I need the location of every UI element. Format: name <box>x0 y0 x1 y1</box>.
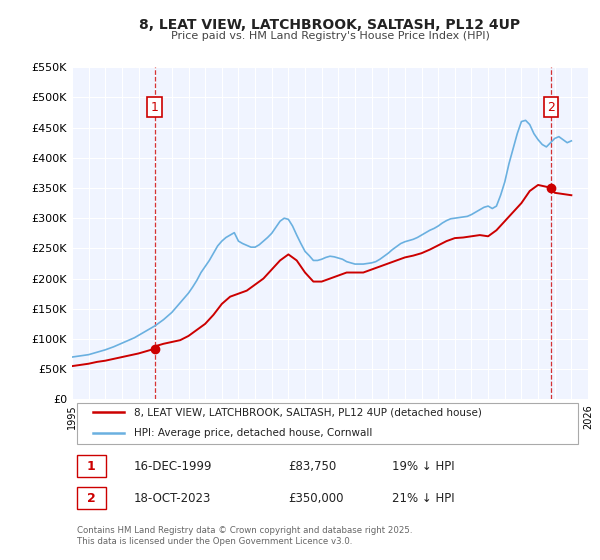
Text: Contains HM Land Registry data © Crown copyright and database right 2025.
This d: Contains HM Land Registry data © Crown c… <box>77 526 413 546</box>
Text: 1: 1 <box>87 460 95 473</box>
FancyBboxPatch shape <box>77 403 578 444</box>
FancyBboxPatch shape <box>77 488 106 510</box>
Text: 21% ↓ HPI: 21% ↓ HPI <box>392 492 455 505</box>
Text: 8, LEAT VIEW, LATCHBROOK, SALTASH, PL12 4UP: 8, LEAT VIEW, LATCHBROOK, SALTASH, PL12 … <box>139 18 521 32</box>
Text: HPI: Average price, detached house, Cornwall: HPI: Average price, detached house, Corn… <box>134 428 372 438</box>
Text: 8, LEAT VIEW, LATCHBROOK, SALTASH, PL12 4UP (detached house): 8, LEAT VIEW, LATCHBROOK, SALTASH, PL12 … <box>134 407 482 417</box>
Text: 1: 1 <box>151 101 158 114</box>
Text: £350,000: £350,000 <box>289 492 344 505</box>
Text: 19% ↓ HPI: 19% ↓ HPI <box>392 460 455 473</box>
FancyBboxPatch shape <box>77 455 106 477</box>
Text: 18-OCT-2023: 18-OCT-2023 <box>134 492 211 505</box>
Text: 2: 2 <box>547 101 556 114</box>
Text: Price paid vs. HM Land Registry's House Price Index (HPI): Price paid vs. HM Land Registry's House … <box>170 31 490 41</box>
Text: 2: 2 <box>87 492 95 505</box>
Text: 16-DEC-1999: 16-DEC-1999 <box>134 460 212 473</box>
Text: £83,750: £83,750 <box>289 460 337 473</box>
